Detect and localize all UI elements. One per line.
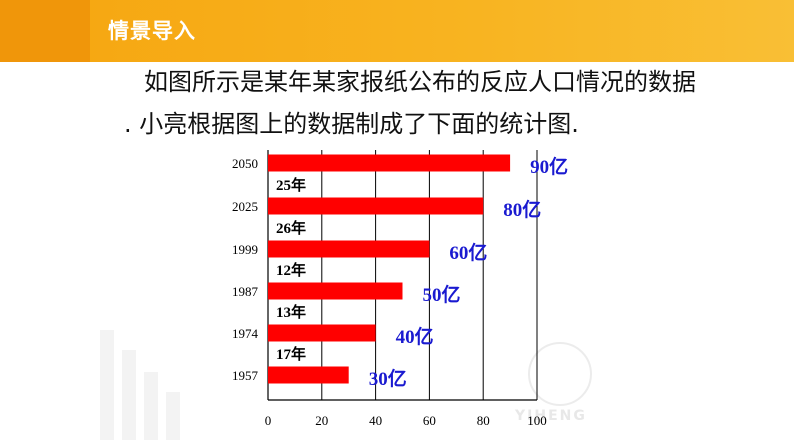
chart-labels: 0 20 40 60 80 100 2050 90亿 2025 80亿 1999 60亿 1987 50亿… — [232, 155, 568, 428]
gap-label-4: 17年 — [276, 345, 306, 363]
category-label-1987: 1987 — [232, 284, 259, 299]
category-label-1957: 1957 — [232, 368, 259, 383]
value-label-2050: 90亿 — [530, 155, 568, 178]
x-tick-label-60: 60 — [423, 413, 436, 428]
bar-1957 — [268, 366, 349, 384]
category-label-2025: 2025 — [232, 199, 258, 214]
bar-2025 — [268, 197, 484, 215]
value-label-1957: 30亿 — [369, 367, 407, 390]
chart-gridlines — [267, 150, 538, 401]
bar-1974 — [268, 324, 376, 342]
value-label-2025: 80亿 — [503, 198, 541, 221]
chart-bars — [268, 154, 511, 384]
paragraph-line-1: 如图所示是某年某家报纸公布的反应人口情况的数据 — [144, 68, 696, 96]
category-label-1999: 1999 — [232, 242, 258, 257]
value-label-1987: 50亿 — [423, 283, 461, 306]
x-tick-label-80: 80 — [477, 413, 490, 428]
x-tick-label-40: 40 — [369, 413, 382, 428]
background-decoration — [122, 350, 136, 440]
background-decoration — [166, 392, 180, 440]
value-label-1999: 60亿 — [449, 241, 487, 264]
background-decoration — [144, 372, 158, 440]
watermark-logo — [528, 342, 592, 406]
gap-label-3: 13年 — [276, 303, 306, 321]
header-title: 情景导入 — [108, 19, 196, 43]
bar-2050 — [268, 154, 511, 172]
background-decoration — [100, 330, 114, 440]
paragraph-line-2: . 小亮根据图上的数据制成了下面的统计图. — [124, 110, 579, 138]
value-label-1974: 40亿 — [396, 325, 434, 348]
header-bar — [0, 0, 794, 62]
x-tick-label-20: 20 — [315, 413, 328, 428]
bar-1999 — [268, 240, 430, 258]
gap-label-1: 26年 — [276, 219, 306, 237]
x-tick-label-100: 100 — [527, 413, 547, 428]
gap-label-0: 25年 — [276, 176, 306, 194]
bar-1987 — [268, 282, 403, 300]
category-label-1974: 1974 — [232, 326, 259, 341]
category-label-2050: 2050 — [232, 156, 258, 171]
gap-label-2: 12年 — [276, 261, 306, 279]
header-accent — [0, 0, 90, 62]
x-tick-label-0: 0 — [265, 413, 272, 428]
watermark-text: YIHENG — [515, 408, 587, 424]
